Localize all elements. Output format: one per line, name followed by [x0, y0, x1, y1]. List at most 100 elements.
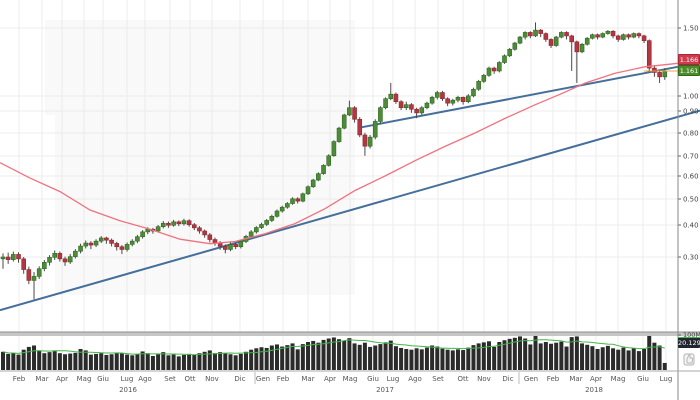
month-label: Mar — [569, 375, 582, 383]
volume-bar — [57, 353, 62, 370]
volume-bar — [352, 343, 357, 370]
bull-candle — [429, 96, 435, 104]
month-label: Gen — [524, 375, 538, 383]
thumb-logo-icon[interactable] — [683, 351, 696, 366]
volume-tick-label: 100M — [683, 331, 700, 339]
volume-bar — [357, 344, 362, 370]
month-label: Giu — [637, 375, 649, 383]
bear-candle — [528, 32, 533, 37]
volume-bar — [512, 337, 517, 370]
volume-bar — [492, 346, 497, 370]
bull-candle — [605, 30, 611, 34]
bull-candle — [378, 107, 383, 122]
bull-candle — [42, 262, 47, 270]
month-label: Lug — [387, 375, 400, 383]
bull-candle — [455, 96, 461, 101]
volume-bar — [197, 353, 202, 370]
volume-bar — [450, 350, 455, 370]
bull-candle — [269, 216, 275, 221]
volume-bar — [647, 336, 652, 370]
volume-bar — [52, 351, 57, 370]
volume-bar — [337, 339, 342, 370]
month-label: Mag — [611, 375, 626, 383]
bear-candle — [16, 254, 21, 260]
month-label: Mar — [35, 375, 48, 383]
bull-candle — [78, 245, 83, 252]
bull-candle — [497, 62, 502, 72]
volume-bar — [275, 344, 280, 370]
bull-candle — [160, 222, 166, 227]
volume-bar — [295, 349, 300, 370]
volume-bar — [440, 348, 445, 370]
volume-bar — [176, 356, 181, 370]
bear-candle — [212, 239, 218, 244]
volume-bar — [218, 352, 223, 370]
price-tick-label: 1.00 — [683, 92, 699, 100]
month-label: Gen — [256, 375, 270, 383]
bull-candle — [559, 32, 564, 38]
volume-bar — [393, 346, 398, 370]
bear-candle — [104, 237, 109, 241]
volume-bar — [543, 342, 548, 370]
bull-candle — [47, 257, 52, 263]
year-label: 2017 — [376, 386, 394, 394]
volume-bar — [212, 353, 217, 370]
month-label: Mar — [301, 375, 314, 383]
bull-candle — [228, 244, 233, 250]
volume-bar — [642, 349, 647, 370]
bull-candle — [662, 70, 668, 78]
volume-bar — [243, 351, 248, 370]
month-label: Feb — [13, 375, 26, 383]
volume-bar — [63, 354, 68, 370]
month-label: Apr — [590, 375, 602, 383]
volume-bar — [662, 362, 667, 370]
bear-candle — [409, 104, 414, 110]
lower-trendline[interactable] — [0, 109, 700, 312]
volume-bar — [78, 349, 83, 370]
bear-candle — [114, 243, 120, 248]
month-label: Set — [164, 375, 176, 383]
volume-bar — [595, 349, 600, 370]
pane-separator[interactable] — [0, 332, 700, 336]
year-label: 2018 — [585, 386, 603, 394]
bear-candle — [646, 40, 652, 69]
volume-bar — [21, 349, 26, 370]
volume-bar — [419, 349, 424, 370]
volume-bar — [238, 353, 243, 370]
bear-candle — [652, 67, 657, 73]
volume-bar — [481, 342, 486, 370]
volume-ma-line — [2, 339, 665, 356]
volume-bar — [528, 344, 533, 370]
volume-bar — [161, 352, 166, 370]
bear-candle — [657, 72, 662, 78]
volume-badge: 20.129M — [678, 337, 700, 348]
upper-trendline[interactable] — [357, 64, 686, 129]
volume-bar — [11, 353, 16, 370]
month-label: Feb — [547, 375, 560, 383]
volume-bar — [300, 344, 305, 370]
bull-candle — [248, 231, 254, 237]
bear-candle — [191, 224, 197, 229]
volume-bar — [140, 351, 145, 370]
volume-bar — [486, 341, 491, 370]
bull-candle — [341, 114, 347, 129]
volume-bar — [166, 355, 171, 370]
bull-candle — [336, 127, 342, 142]
bull-candle — [507, 49, 512, 57]
volume-bar — [264, 347, 269, 370]
bull-candle — [502, 55, 507, 63]
volume-bar — [47, 352, 52, 370]
month-label: Giu — [97, 375, 109, 383]
volume-bar — [119, 353, 124, 370]
volume-bar — [445, 349, 450, 370]
bear-candle — [615, 35, 621, 40]
volume-bar — [574, 336, 579, 370]
volume-bar — [626, 350, 631, 370]
candlestick-series — [0, 22, 668, 300]
bull-candle — [481, 75, 487, 82]
bull-candle — [512, 42, 518, 50]
volume-bar — [342, 340, 347, 370]
volume-bar — [150, 356, 155, 370]
month-label: Ott — [185, 375, 196, 383]
